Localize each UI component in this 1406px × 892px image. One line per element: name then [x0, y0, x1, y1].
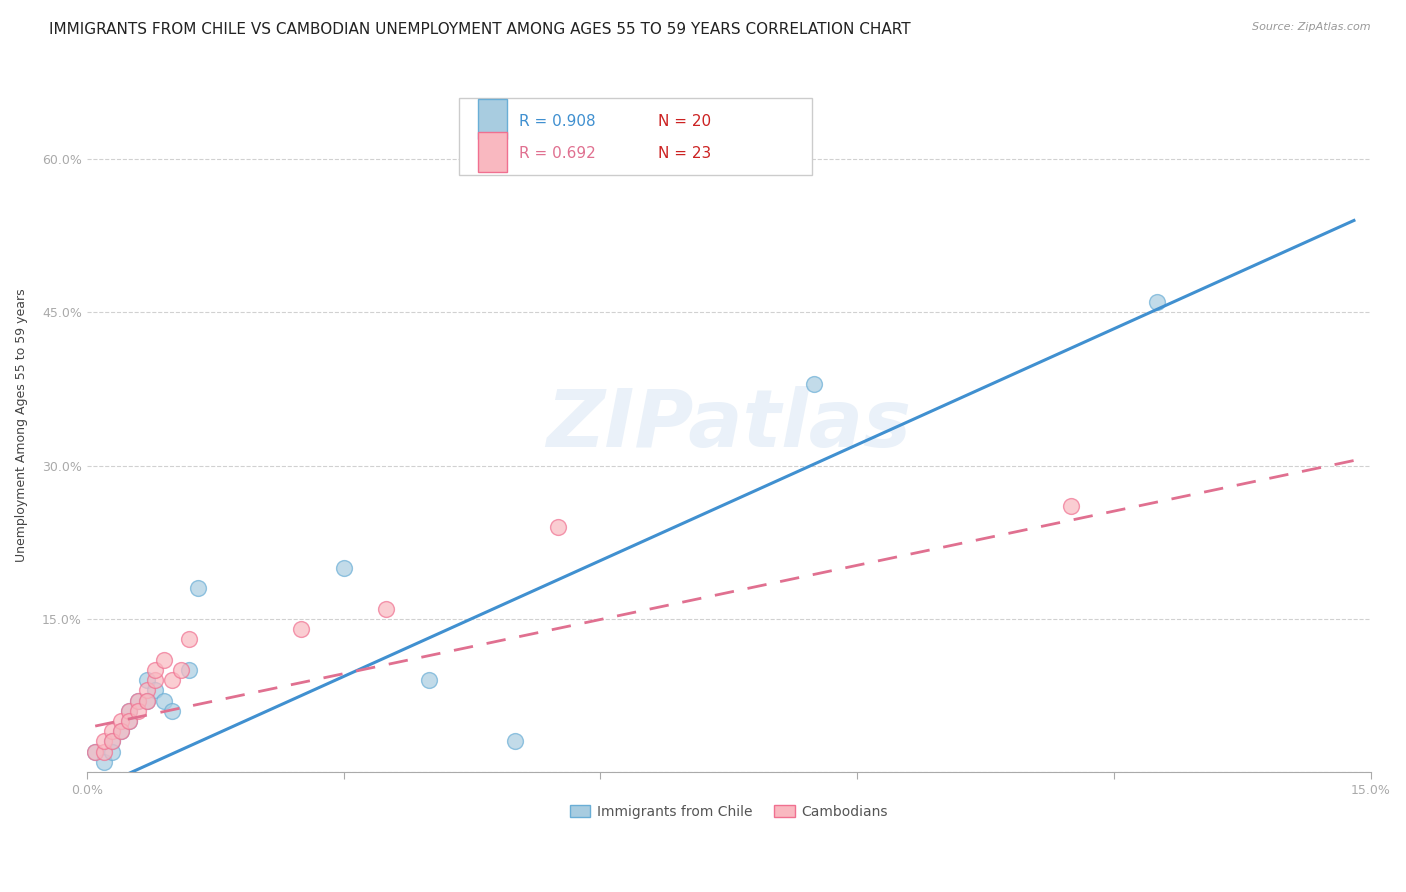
- Text: R = 0.908: R = 0.908: [519, 113, 596, 128]
- Point: [135, 683, 157, 698]
- Point: [803, 376, 825, 391]
- Text: R = 0.692: R = 0.692: [519, 146, 596, 161]
- Point: [93, 755, 115, 769]
- Point: [127, 704, 149, 718]
- Point: [375, 601, 398, 615]
- Point: [101, 745, 124, 759]
- Point: [547, 520, 569, 534]
- Y-axis label: Unemployment Among Ages 55 to 59 years: Unemployment Among Ages 55 to 59 years: [15, 288, 28, 562]
- Text: N = 23: N = 23: [658, 146, 711, 161]
- FancyBboxPatch shape: [478, 99, 506, 139]
- Point: [290, 622, 312, 636]
- Point: [93, 745, 115, 759]
- FancyBboxPatch shape: [478, 132, 506, 172]
- Point: [135, 693, 157, 707]
- Point: [101, 724, 124, 739]
- Point: [84, 745, 107, 759]
- Point: [110, 714, 132, 728]
- Point: [110, 724, 132, 739]
- Point: [152, 653, 174, 667]
- FancyBboxPatch shape: [460, 98, 813, 175]
- Point: [93, 734, 115, 748]
- Point: [143, 683, 166, 698]
- Point: [187, 581, 209, 595]
- Point: [162, 673, 184, 687]
- Text: Source: ZipAtlas.com: Source: ZipAtlas.com: [1253, 22, 1371, 32]
- Point: [101, 734, 124, 748]
- Point: [170, 663, 193, 677]
- Point: [118, 704, 141, 718]
- Point: [127, 693, 149, 707]
- Point: [84, 745, 107, 759]
- Point: [127, 693, 149, 707]
- Point: [118, 704, 141, 718]
- Point: [179, 663, 201, 677]
- Text: ZIPatlas: ZIPatlas: [547, 385, 911, 464]
- Point: [143, 663, 166, 677]
- Text: N = 20: N = 20: [658, 113, 711, 128]
- Point: [1060, 500, 1083, 514]
- Point: [118, 714, 141, 728]
- Point: [503, 734, 526, 748]
- Point: [101, 734, 124, 748]
- Text: IMMIGRANTS FROM CHILE VS CAMBODIAN UNEMPLOYMENT AMONG AGES 55 TO 59 YEARS CORREL: IMMIGRANTS FROM CHILE VS CAMBODIAN UNEMP…: [49, 22, 911, 37]
- Point: [135, 693, 157, 707]
- Point: [1146, 295, 1168, 310]
- Point: [152, 693, 174, 707]
- Point: [179, 632, 201, 647]
- Point: [418, 673, 440, 687]
- Point: [118, 714, 141, 728]
- Point: [143, 673, 166, 687]
- Point: [162, 704, 184, 718]
- Legend: Immigrants from Chile, Cambodians: Immigrants from Chile, Cambodians: [564, 799, 894, 824]
- Point: [332, 560, 354, 574]
- Point: [110, 724, 132, 739]
- Point: [135, 673, 157, 687]
